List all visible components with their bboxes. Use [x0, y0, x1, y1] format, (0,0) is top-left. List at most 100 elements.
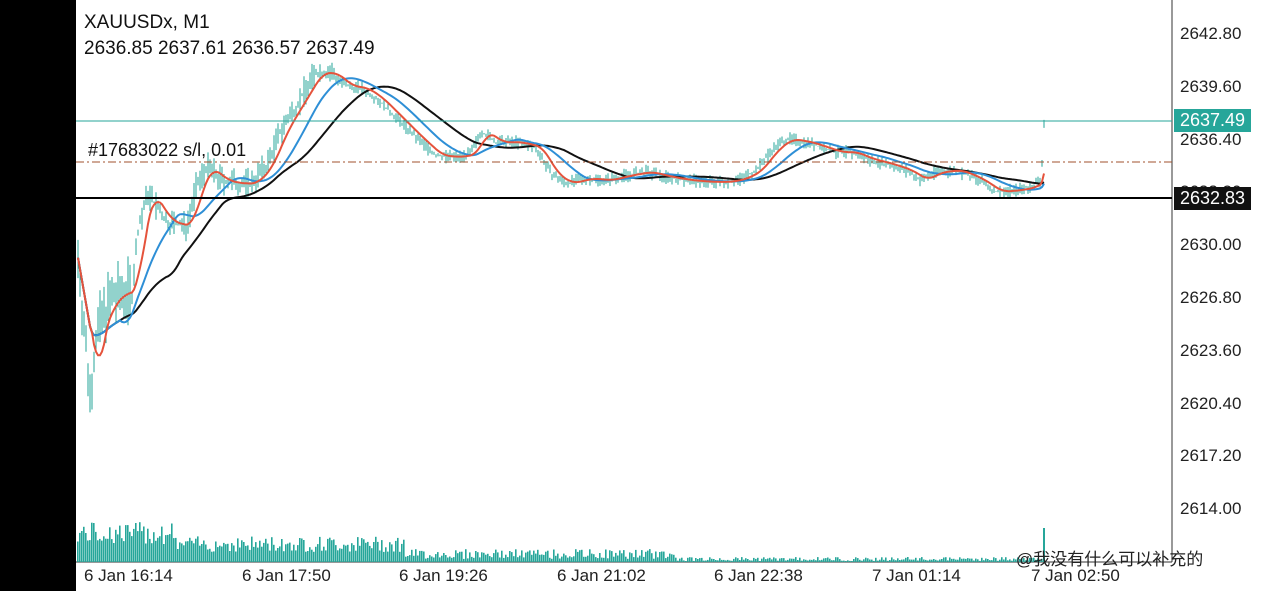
volume-bar	[157, 537, 159, 562]
volume-bar	[999, 559, 1001, 562]
volume-bar	[693, 560, 695, 562]
volume-bar	[355, 550, 357, 562]
volume-bar	[401, 543, 403, 562]
volume-bar	[947, 560, 949, 562]
volume-bar	[777, 560, 779, 562]
volume-bar	[197, 536, 199, 562]
volume-bar	[479, 557, 481, 562]
volume-bar	[595, 557, 597, 562]
volume-bar	[395, 540, 397, 562]
volume-bar	[819, 560, 821, 562]
volume-bar	[1023, 558, 1025, 562]
volume-bar	[597, 558, 599, 562]
price-tick: 2642.80	[1180, 24, 1242, 43]
volume-bar	[257, 547, 259, 562]
volume-bar	[697, 559, 699, 562]
volume-bar	[101, 540, 103, 562]
time-tick: 6 Jan 21:02	[557, 566, 646, 585]
volume-bar	[915, 557, 917, 562]
volume-bar	[965, 558, 967, 562]
volume-bar	[239, 547, 241, 562]
volume-bar	[1019, 558, 1021, 562]
volume-bar	[797, 560, 799, 562]
volume-bar	[833, 560, 835, 562]
volume-bar	[177, 549, 179, 562]
volume-bar	[955, 559, 957, 562]
volume-bar	[375, 536, 377, 562]
volume-bar	[115, 529, 117, 562]
volume-bar	[997, 560, 999, 562]
price-tick: 2626.80	[1180, 288, 1242, 307]
volume-bar	[409, 555, 411, 562]
volume-bar	[339, 548, 341, 562]
volume-bar	[837, 557, 839, 562]
volume-bar	[229, 551, 231, 562]
volume-bar	[733, 558, 735, 562]
volume-bar	[831, 560, 833, 562]
volume-bar	[217, 547, 219, 562]
volume-bar	[637, 557, 639, 562]
volume-bar	[573, 556, 575, 562]
volume-bar	[123, 541, 125, 562]
volume-bar	[555, 555, 557, 562]
price-chart[interactable]	[76, 0, 1280, 591]
volume-bar	[911, 559, 913, 562]
volume-bar	[445, 555, 447, 562]
volume-bar	[275, 550, 277, 562]
volume-bar	[703, 560, 705, 562]
volume-bar	[661, 551, 663, 562]
volume-bar	[325, 550, 327, 562]
volume-bar	[683, 560, 685, 562]
volume-bar	[557, 553, 559, 562]
volume-bar	[543, 554, 545, 562]
volume-bar	[579, 550, 581, 562]
time-tick: 7 Jan 01:14	[872, 566, 961, 585]
volume-bar	[223, 542, 225, 562]
volume-bar	[117, 534, 119, 562]
volume-bar	[173, 538, 175, 562]
volume-bar	[187, 541, 189, 562]
price-tick: 2623.60	[1180, 341, 1242, 360]
volume-bar	[281, 539, 283, 562]
candlesticks	[77, 62, 1045, 413]
volume-bar	[725, 560, 727, 562]
volume-bar	[895, 560, 897, 562]
volume-bar	[585, 556, 587, 562]
volume-bar	[285, 544, 287, 562]
volume-bar	[591, 553, 593, 562]
volume-bar	[119, 525, 121, 562]
volume-bar	[377, 541, 379, 562]
volume-bar	[803, 559, 805, 562]
volume-bar	[249, 549, 251, 562]
volume-bar	[793, 558, 795, 562]
volume-bar	[1033, 557, 1035, 562]
volume-bar	[311, 549, 313, 562]
volume-bar	[431, 556, 433, 562]
volume-bar	[525, 552, 527, 562]
volume-bar	[839, 559, 841, 562]
chart-window[interactable]: XAUUSDx, M1 2636.85 2637.61 2636.57 2637…	[76, 0, 1280, 591]
volume-bar	[875, 557, 877, 562]
volume-bar	[1025, 560, 1027, 562]
volume-bar	[639, 555, 641, 562]
volume-bar	[269, 550, 271, 562]
volume-bar	[857, 558, 859, 562]
volume-bar	[711, 558, 713, 562]
volume-bar	[91, 522, 93, 562]
volume-bar	[779, 558, 781, 562]
volume-bar	[901, 559, 903, 562]
volume-bar	[979, 560, 981, 562]
volume-bar	[191, 540, 193, 562]
volume-bar	[135, 523, 137, 562]
price-tick: 2636.40	[1180, 130, 1242, 149]
volume-bar	[89, 540, 91, 562]
volume-bar	[763, 557, 765, 562]
volume-bar	[631, 553, 633, 562]
volume-bar	[511, 552, 513, 562]
volume-bar	[367, 541, 369, 562]
volume-bar	[891, 557, 893, 562]
volume-bar	[371, 548, 373, 562]
volume-bar	[133, 528, 135, 562]
volume-bar	[691, 557, 693, 562]
volume-bar	[403, 539, 405, 562]
